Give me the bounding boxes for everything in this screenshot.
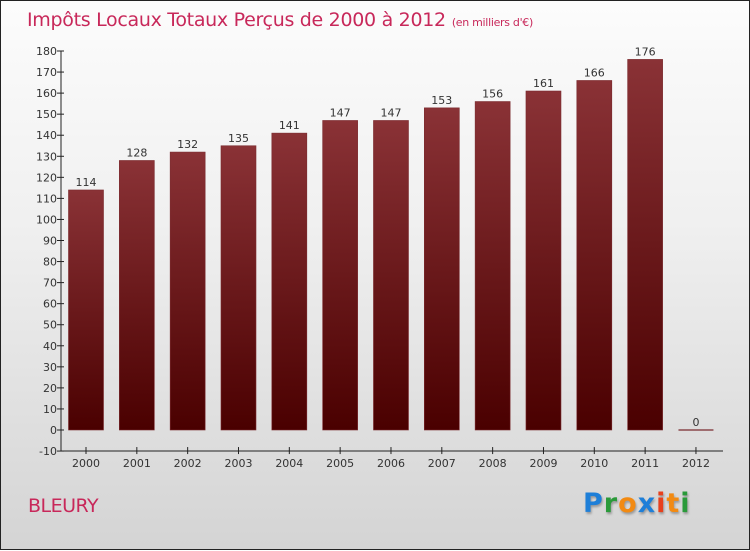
- y-tick-label: 130: [36, 150, 57, 163]
- bar: [474, 101, 511, 431]
- data-label: 161: [533, 77, 554, 90]
- x-tick-label: 2010: [580, 457, 608, 470]
- x-tick-label: 2003: [224, 457, 252, 470]
- x-tick-label: 2006: [377, 457, 405, 470]
- bar: [68, 189, 104, 431]
- y-tick-label: 160: [36, 87, 57, 100]
- proxiti-logo: Proxiti: [583, 488, 691, 519]
- x-tick-label: 2000: [72, 457, 100, 470]
- data-label: 132: [177, 138, 198, 151]
- chart-title: Impôts Locaux Totaux Perçus de 2000 à 20…: [27, 9, 533, 31]
- data-label: 147: [330, 106, 351, 119]
- data-label: 135: [228, 132, 249, 145]
- y-tick-label: 30: [43, 361, 57, 374]
- x-tick-label: 2005: [326, 457, 354, 470]
- subtitle-text: (en milliers d'€): [451, 16, 533, 29]
- y-tick-label: 10: [43, 403, 57, 416]
- x-tick-label: 2002: [174, 457, 202, 470]
- x-tick-label: 2011: [631, 457, 659, 470]
- data-label: 141: [279, 119, 300, 132]
- y-tick-label: 140: [36, 129, 57, 142]
- y-tick-label: 120: [36, 171, 57, 184]
- data-label: 0: [692, 416, 699, 429]
- x-tick-label: 2007: [428, 457, 456, 470]
- bar: [169, 151, 206, 431]
- y-tick-label: 70: [43, 277, 57, 290]
- data-label: 153: [431, 94, 452, 107]
- x-tick-label: 2004: [275, 457, 303, 470]
- y-tick-label: 50: [43, 319, 57, 332]
- y-tick-label: 180: [36, 45, 57, 58]
- x-tick-label: 2008: [479, 457, 507, 470]
- data-label: 156: [482, 88, 503, 101]
- y-tick-label: -10: [39, 445, 57, 458]
- bar: [576, 80, 613, 431]
- y-tick-label: 20: [43, 382, 57, 395]
- x-tick-label: 2009: [529, 457, 557, 470]
- data-label: 176: [635, 45, 656, 58]
- bar: [525, 90, 562, 431]
- bar: [424, 107, 460, 431]
- y-tick-label: 0: [50, 424, 57, 437]
- x-tick-label: 2001: [123, 457, 151, 470]
- y-tick-label: 40: [43, 340, 57, 353]
- bar: [119, 160, 155, 431]
- bar: [322, 120, 358, 431]
- bar: [271, 132, 308, 431]
- y-tick-label: 110: [36, 192, 57, 205]
- data-label: 166: [584, 66, 605, 79]
- y-tick-label: 150: [36, 108, 57, 121]
- data-label: 114: [76, 176, 97, 189]
- commune-name: BLEURY: [28, 495, 99, 517]
- y-tick-label: 60: [43, 298, 57, 311]
- title-text: Impôts Locaux Totaux Perçus de 2000 à 20…: [27, 9, 446, 31]
- bar: [220, 145, 257, 431]
- y-tick-label: 80: [43, 256, 57, 269]
- data-label: 147: [380, 106, 401, 119]
- bar: [627, 59, 663, 431]
- data-label: 128: [126, 146, 147, 159]
- y-tick-label: 170: [36, 66, 57, 79]
- x-tick-label: 2012: [682, 457, 710, 470]
- bar: [373, 120, 409, 431]
- y-tick-label: 100: [36, 213, 57, 226]
- y-tick-label: 90: [43, 235, 57, 248]
